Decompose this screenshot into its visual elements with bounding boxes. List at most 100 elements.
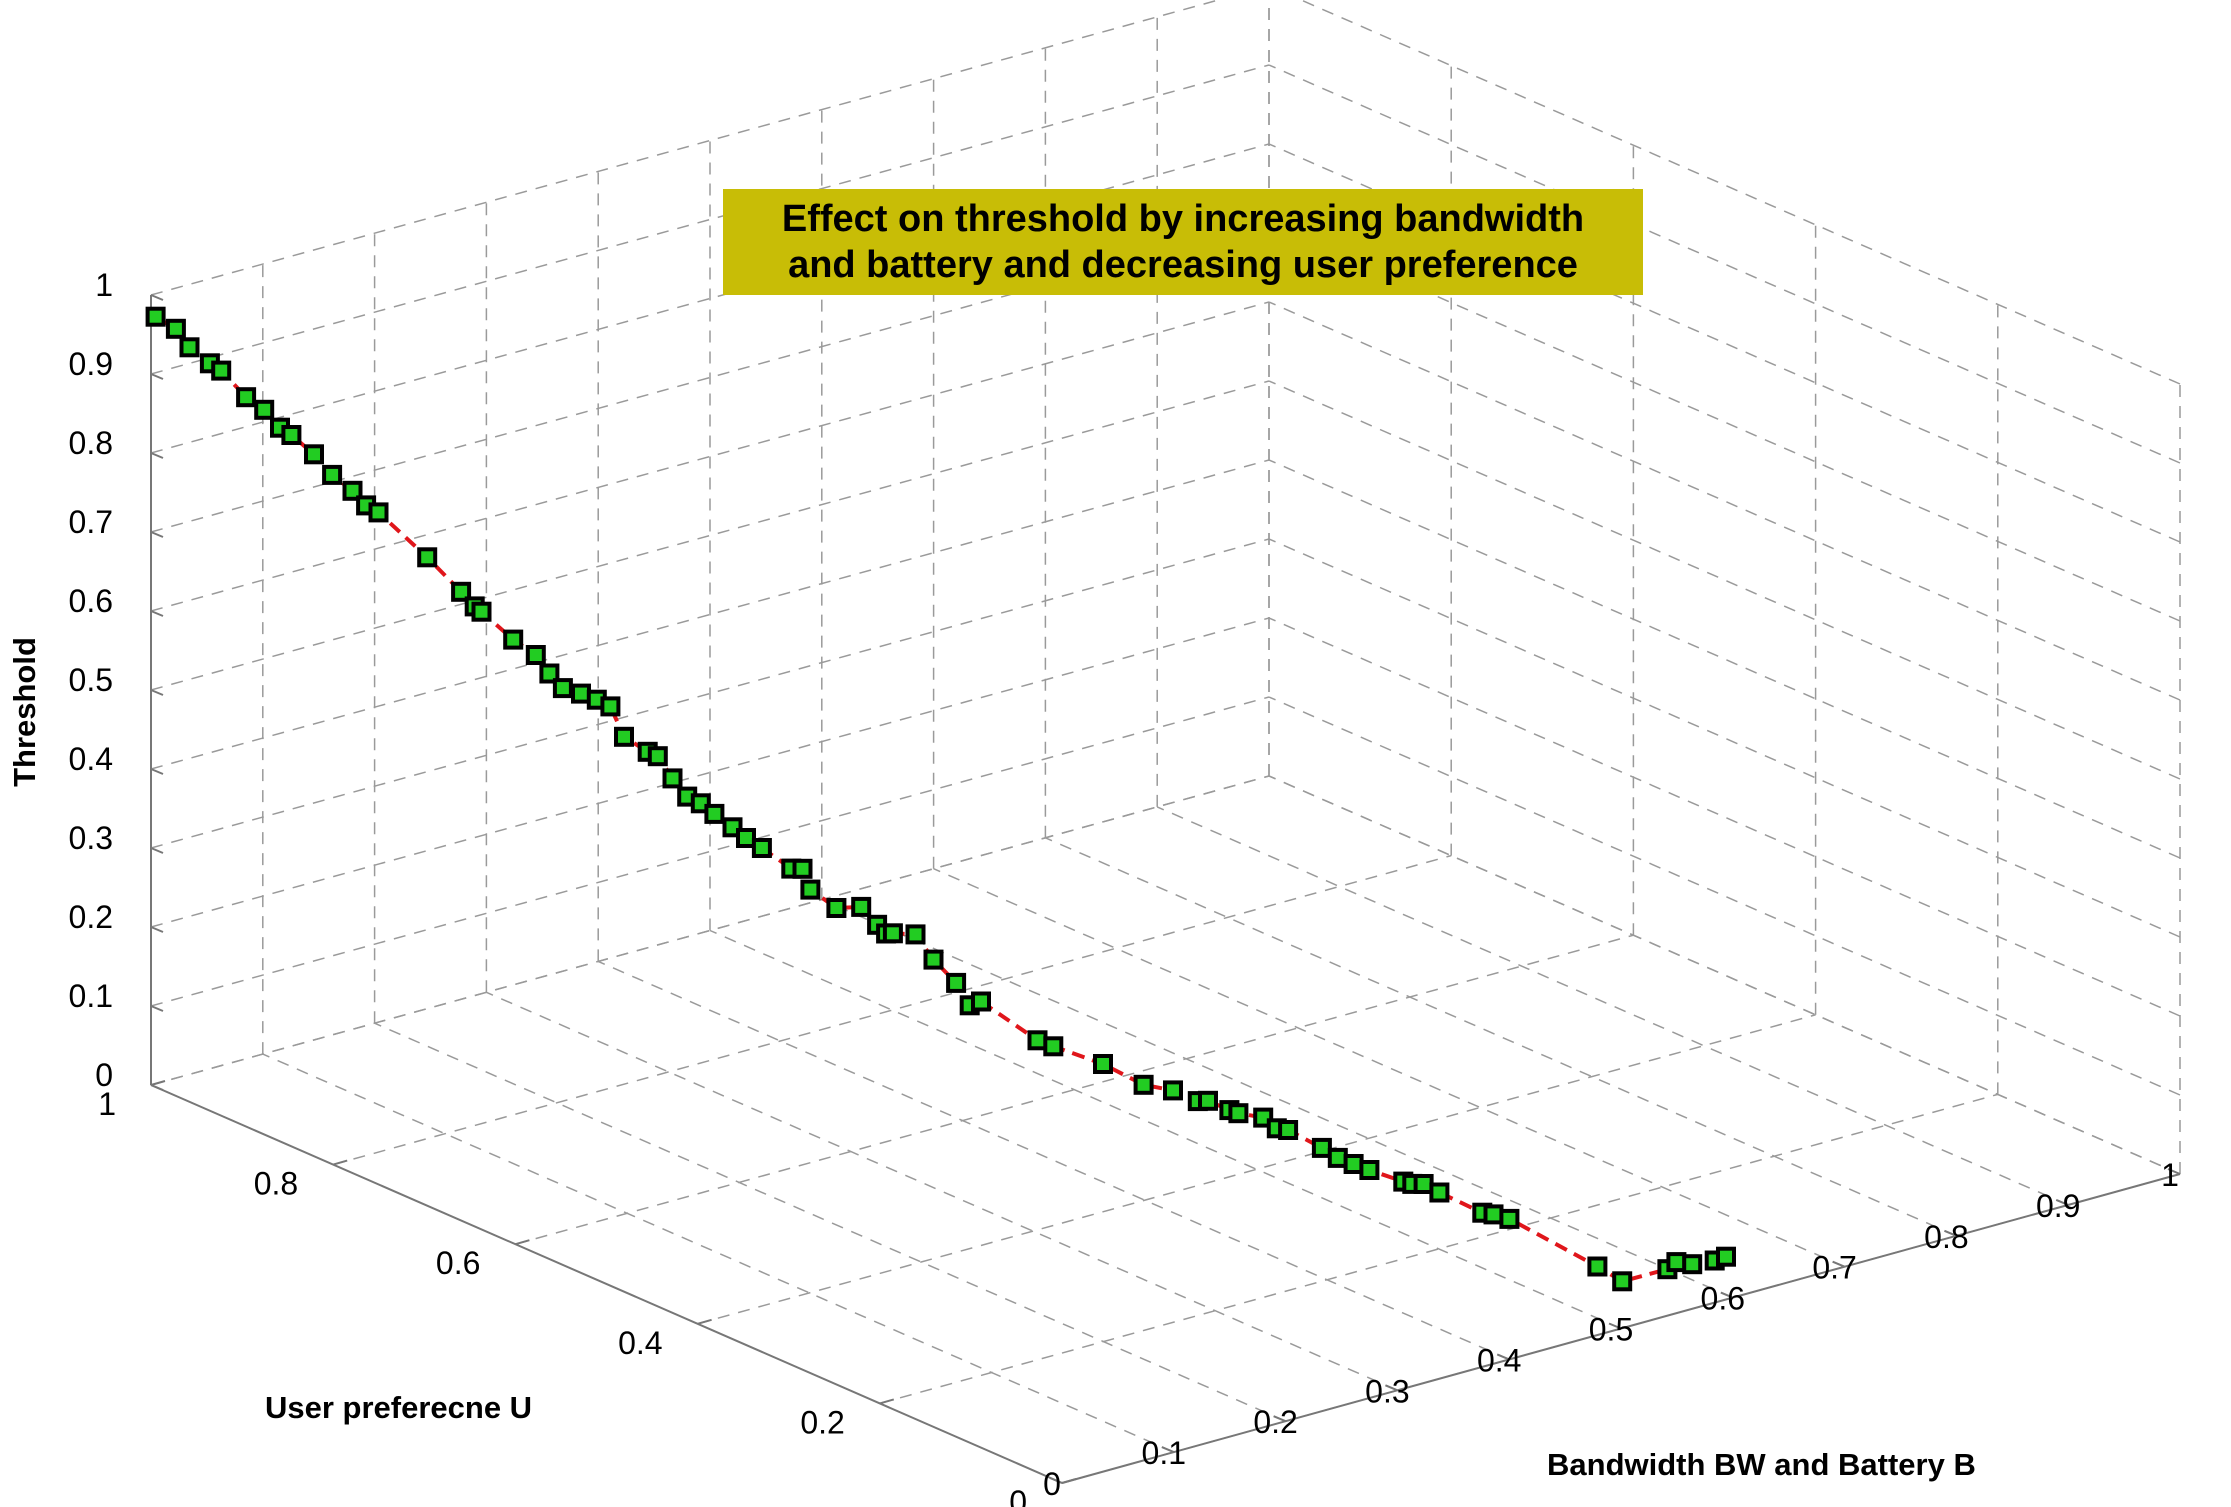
- y-tick-mark: [150, 1080, 166, 1086]
- grid-line: [333, 854, 1452, 1166]
- x-tick-mark: [1161, 1446, 1175, 1454]
- data-point: [1587, 1256, 1608, 1277]
- z-tick-label: 0.4: [69, 741, 113, 777]
- z-tick-label: 0.2: [69, 899, 113, 935]
- z-tick-mark: [150, 531, 164, 538]
- data-point: [1043, 1036, 1064, 1057]
- grid-line: [150, 0, 1222, 296]
- data-point: [1278, 1120, 1299, 1140]
- y-axis-line: [150, 1084, 1063, 1484]
- data-point: [600, 696, 621, 717]
- data-point: [851, 896, 872, 917]
- y-tick-mark: [332, 1159, 348, 1166]
- data-point: [1682, 1254, 1703, 1275]
- y-tick-label: 0.8: [254, 1166, 298, 1202]
- grid-line: [262, 1053, 1175, 1453]
- data-point: [1093, 1054, 1113, 1074]
- data-point: [1027, 1030, 1048, 1051]
- z-tick-mark: [150, 1084, 164, 1091]
- chart-title-line-2: and battery and decreasing user preferen…: [788, 244, 1578, 286]
- series-line: [154, 314, 1727, 1284]
- y-tick-mark: [1061, 1478, 1077, 1484]
- grid-line: [1268, 380, 2181, 780]
- y-axis-label: User preferecne U: [265, 1390, 532, 1425]
- grid-line: [150, 64, 1270, 375]
- x-tick-label: 0.7: [1812, 1250, 1856, 1286]
- data-point: [1163, 1080, 1183, 1101]
- x-tick-mark: [1049, 1477, 1063, 1484]
- data-point: [905, 924, 926, 945]
- data-point: [736, 828, 756, 848]
- grid-line: [515, 934, 1634, 1245]
- data-series: [145, 306, 1736, 1292]
- data-point: [946, 972, 967, 993]
- grid-line: [879, 1093, 1998, 1405]
- data-point: [417, 547, 438, 568]
- x-tick-mark: [1720, 1291, 1734, 1299]
- z-tick-mark: [150, 610, 164, 617]
- x-tick-label: 0: [1043, 1466, 1061, 1502]
- data-point: [1228, 1103, 1249, 1124]
- grid-line: [150, 617, 1270, 928]
- data-point: [1666, 1252, 1687, 1273]
- grid-line: [150, 380, 1270, 691]
- x-tick-mark: [1944, 1229, 1957, 1237]
- data-point: [165, 318, 186, 339]
- z-tick-mark: [150, 294, 164, 301]
- grid-line: [933, 868, 1845, 1268]
- grid-line: [150, 459, 1270, 770]
- grid-line: [374, 1022, 1286, 1422]
- z-tick-label: 0.3: [69, 820, 113, 856]
- z-tick-mark: [150, 1005, 164, 1012]
- data-point: [552, 678, 573, 699]
- y-tick-label: 0.2: [800, 1404, 844, 1440]
- data-point: [451, 581, 472, 602]
- grid-line: [486, 991, 1398, 1391]
- x-tick-label: 0.1: [1142, 1435, 1186, 1471]
- x-tick-mark: [1832, 1260, 1845, 1268]
- data-point: [254, 399, 275, 420]
- y-tick-mark: [697, 1318, 712, 1325]
- grid-line: [1268, 538, 2181, 938]
- grid-line: [1156, 806, 2069, 1206]
- y-tick-mark: [879, 1398, 895, 1405]
- data-point: [1343, 1154, 1364, 1174]
- data-point: [751, 838, 772, 858]
- grid-line: [709, 929, 1622, 1330]
- z-tick-mark: [150, 768, 164, 775]
- data-point: [236, 387, 257, 408]
- data-point: [503, 629, 524, 650]
- z-tick-mark: [150, 847, 164, 854]
- y-tick-label: 1: [98, 1086, 116, 1122]
- data-point: [571, 683, 591, 704]
- data-point: [792, 858, 813, 879]
- data-point: [882, 923, 903, 944]
- data-point: [342, 480, 363, 501]
- data-point: [1716, 1246, 1736, 1267]
- tick-labels: 00.10.20.30.40.50.60.70.80.9100.20.40.60…: [69, 267, 2179, 1507]
- data-point: [826, 898, 847, 918]
- grid-line: [150, 696, 1270, 1007]
- z-tick-label: 1: [95, 267, 113, 303]
- z-tick-mark: [150, 926, 164, 933]
- data-point: [1359, 1160, 1380, 1180]
- chart-title-box: Effect on threshold by increasing bandwi…: [723, 189, 1643, 295]
- z-tick-mark: [150, 689, 164, 696]
- grid-line: [150, 775, 1270, 1086]
- x-tick-mark: [1385, 1384, 1398, 1392]
- data-point: [800, 879, 821, 900]
- x-tick-label: 0.4: [1477, 1342, 1521, 1378]
- data-point: [1311, 1137, 1332, 1158]
- grid-line: [1299, 0, 2181, 385]
- x-tick-label: 0.3: [1365, 1373, 1409, 1409]
- x-tick-mark: [1273, 1415, 1286, 1423]
- data-point: [614, 726, 634, 747]
- data-point: [145, 306, 166, 327]
- axes: [150, 294, 2181, 1484]
- z-tick-label: 0.5: [69, 662, 113, 698]
- data-point: [1612, 1271, 1633, 1292]
- y-tick-label: 0.6: [436, 1245, 480, 1281]
- data-point: [281, 425, 302, 445]
- z-tick-label: 0.1: [69, 978, 113, 1014]
- grid-line: [821, 898, 1734, 1299]
